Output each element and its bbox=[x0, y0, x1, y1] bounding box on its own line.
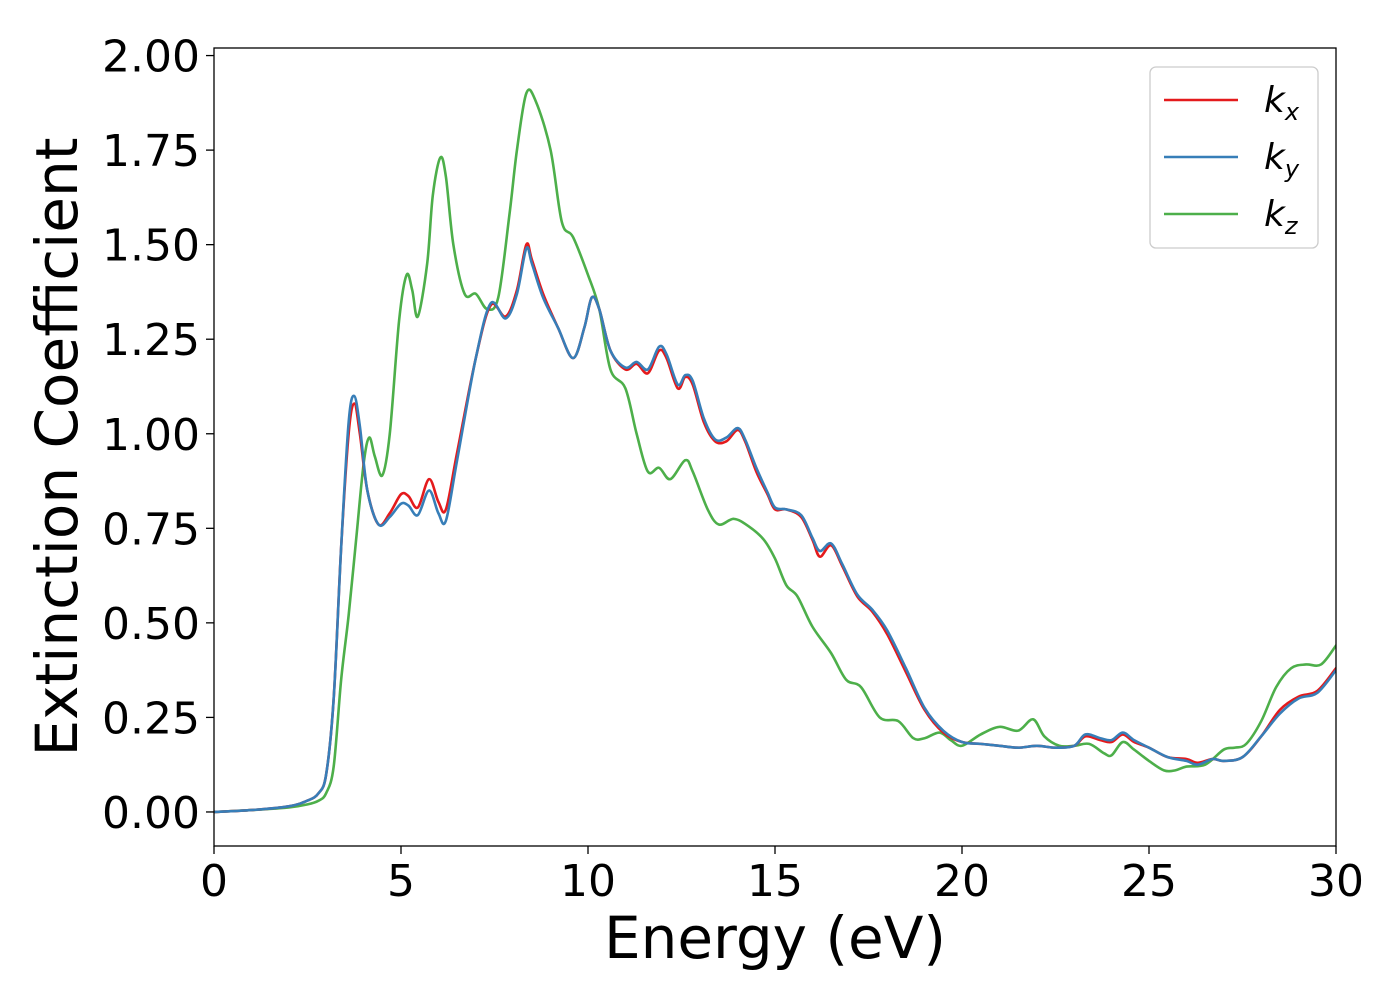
legend: kx ky kz bbox=[1149, 66, 1319, 249]
series-line-ky bbox=[214, 246, 1336, 814]
series-line-kx bbox=[214, 242, 1336, 814]
y-axis-title: Extinction Coefficient bbox=[23, 138, 91, 757]
y-tick-label: 1.00 bbox=[102, 410, 200, 461]
y-tick-label: 0.25 bbox=[102, 693, 200, 744]
x-tick-label: 5 bbox=[387, 856, 415, 907]
x-tick-label: 0 bbox=[200, 856, 228, 907]
legend-label-kz: kz bbox=[1264, 194, 1299, 240]
x-tick-label: 25 bbox=[1121, 856, 1177, 907]
y-tick-label: 0.50 bbox=[102, 599, 200, 650]
series-line-kz bbox=[214, 88, 1336, 814]
x-tick-label: 30 bbox=[1308, 856, 1364, 907]
y-tick-label: 1.25 bbox=[102, 315, 200, 366]
y-tick-label: 0.00 bbox=[102, 788, 200, 839]
legend-label-ky: ky bbox=[1264, 137, 1300, 183]
x-tick-label: 15 bbox=[747, 856, 803, 907]
y-tick-label: 1.75 bbox=[102, 126, 200, 177]
x-axis-title: Energy (eV) bbox=[604, 904, 946, 972]
y-tick-label: 2.00 bbox=[102, 32, 200, 83]
axes-layer: 0 5 10 15 20 25 30 0.00 0.25 0.50 0.75 1.00 1.25 1.50… bbox=[102, 32, 1364, 907]
y-tick-label: 1.50 bbox=[102, 221, 200, 272]
x-tick-label: 10 bbox=[560, 856, 616, 907]
y-tick-label: 0.75 bbox=[102, 504, 200, 555]
series-layer bbox=[214, 88, 1336, 814]
legend-label-kx: kx bbox=[1264, 80, 1300, 126]
x-tick-label: 20 bbox=[934, 856, 990, 907]
